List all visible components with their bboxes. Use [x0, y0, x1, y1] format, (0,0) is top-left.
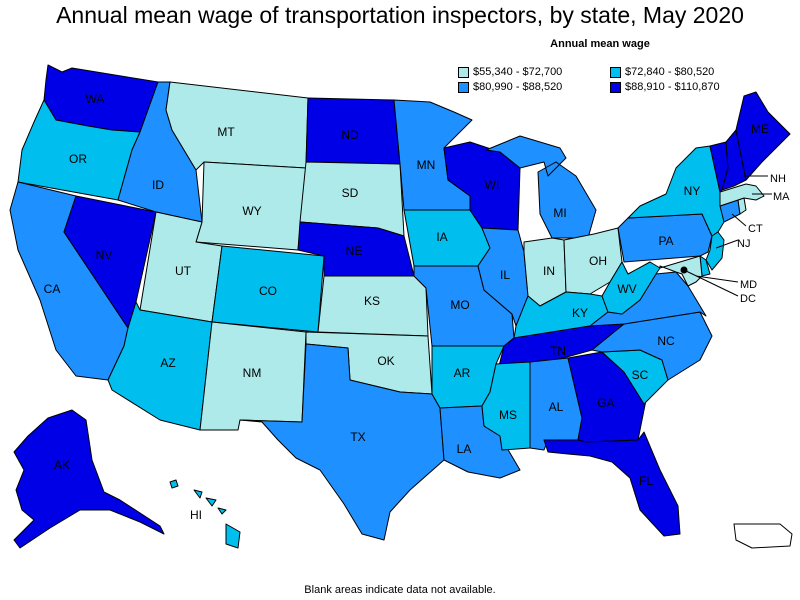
state-MA[interactable]	[719, 183, 765, 207]
state-label-TN: TN	[550, 344, 566, 358]
state-HI[interactable]	[169, 479, 241, 549]
state-label-WV: WV	[617, 282, 636, 296]
state-label-OR: OR	[69, 152, 87, 166]
state-RI[interactable]	[737, 197, 747, 215]
state-label-CA: CA	[44, 282, 61, 296]
state-FL[interactable]	[543, 431, 681, 537]
callout-label-NH: NH	[770, 173, 786, 185]
state-label-HI: HI	[190, 508, 202, 522]
state-label-AK: AK	[54, 458, 70, 472]
state-AK[interactable]	[13, 409, 165, 549]
state-label-NE: NE	[346, 244, 363, 258]
state-label-MO: MO	[450, 298, 469, 312]
callout-label-MA: MA	[773, 191, 790, 203]
state-MI[interactable]	[485, 135, 597, 239]
state-label-AL: AL	[549, 400, 564, 414]
state-label-IL: IL	[500, 268, 510, 282]
state-KS[interactable]	[317, 275, 429, 337]
state-label-MI: MI	[553, 206, 566, 220]
state-label-KS: KS	[364, 294, 380, 308]
legend-swatch-4	[610, 81, 621, 93]
state-label-OH: OH	[589, 254, 607, 268]
legend-item-2: $72,840 - $80,520	[610, 66, 714, 78]
state-label-WY: WY	[242, 204, 261, 218]
state-label-WI: WI	[485, 178, 500, 192]
callout-label-CT: CT	[748, 223, 763, 235]
state-label-ID: ID	[152, 178, 164, 192]
state-WY[interactable]	[195, 161, 307, 251]
legend-item-4: $88,910 - $110,870	[610, 81, 720, 93]
state-label-MT: MT	[217, 125, 235, 139]
state-label-NM: NM	[243, 366, 262, 380]
state-label-ND: ND	[341, 128, 359, 142]
legend-swatch-1	[458, 66, 469, 78]
state-label-IA: IA	[436, 230, 447, 244]
legend-item-3: $80,990 - $88,520	[458, 81, 562, 93]
state-label-TX: TX	[350, 430, 365, 444]
state-label-CO: CO	[259, 284, 277, 298]
state-label-OK: OK	[377, 354, 394, 368]
callout-lines	[683, 175, 772, 297]
state-label-MN: MN	[417, 158, 436, 172]
state-label-PA: PA	[658, 234, 673, 248]
state-label-SD: SD	[342, 186, 359, 200]
state-NJ[interactable]	[705, 231, 725, 271]
state-TX[interactable]	[239, 343, 445, 541]
map-title: Annual mean wage of transportation inspe…	[56, 2, 744, 28]
state-ME[interactable]	[735, 91, 791, 181]
state-label-LA: LA	[457, 442, 472, 456]
state-label-AZ: AZ	[160, 356, 175, 370]
state-label-NV: NV	[96, 248, 113, 262]
callout-label-NJ: NJ	[737, 238, 750, 250]
state-label-SC: SC	[632, 368, 649, 382]
state-label-KY: KY	[572, 306, 588, 320]
legend-item-1: $55,340 - $72,700	[458, 66, 562, 78]
legend-label-4: $88,910 - $110,870	[625, 81, 720, 93]
state-label-NC: NC	[657, 334, 675, 348]
state-WV[interactable]	[601, 261, 661, 315]
legend-swatch-2	[610, 66, 621, 78]
callout-label-DC: DC	[740, 293, 756, 305]
state-label-NY: NY	[684, 184, 701, 198]
footnote: Blank areas indicate data not available.	[304, 584, 496, 596]
legend-swatch-3	[458, 81, 469, 93]
legend-title: Annual mean wage	[550, 38, 650, 50]
territory-PR	[733, 523, 793, 549]
callout-label-MD: MD	[740, 279, 757, 291]
state-labels: WA OR CA NV ID MT WY UT AZ CO NM ND SD NE KS OK TX MN IA MO…	[44, 92, 790, 522]
legend-label-2: $72,840 - $80,520	[625, 66, 715, 78]
state-label-ME: ME	[751, 122, 769, 136]
state-label-WA: WA	[86, 92, 105, 106]
state-label-MS: MS	[499, 408, 517, 422]
state-label-UT: UT	[175, 264, 192, 278]
state-label-AR: AR	[454, 366, 471, 380]
state-label-IN: IN	[543, 264, 555, 278]
state-IL[interactable]	[477, 227, 529, 327]
state-label-GA: GA	[597, 396, 614, 410]
state-label-FL: FL	[639, 474, 653, 488]
legend-label-3: $80,990 - $88,520	[473, 81, 563, 93]
legend-label-1: $55,340 - $72,700	[473, 66, 563, 78]
